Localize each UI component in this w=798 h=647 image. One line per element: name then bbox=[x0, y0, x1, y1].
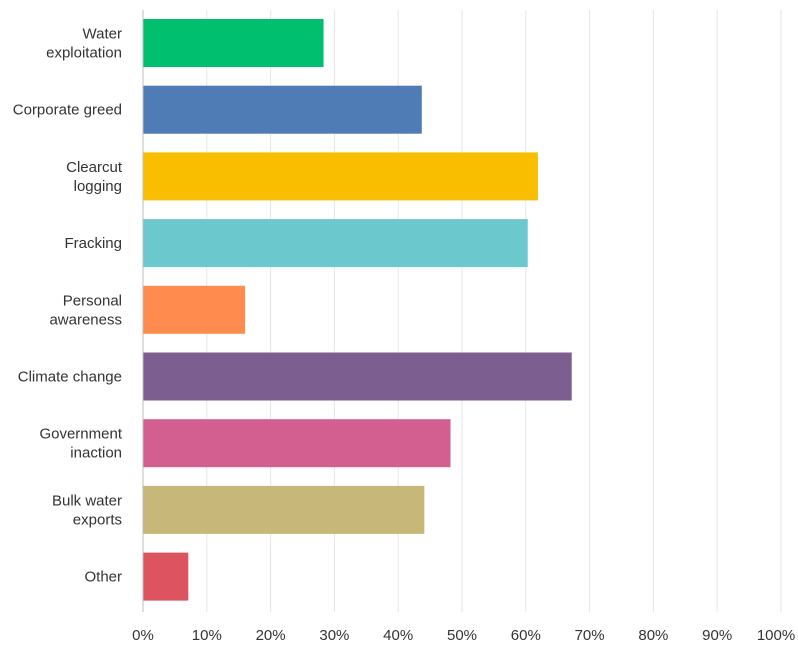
x-tick-labels: 0% 10% 20% 30% 40% 50% 60% 70% 80% 90% 100% bbox=[132, 627, 795, 644]
bar bbox=[143, 19, 324, 67]
category-label: Water exploitation bbox=[46, 26, 122, 62]
bar bbox=[143, 485, 425, 534]
category-label: Climate change bbox=[18, 369, 122, 386]
x-tick-label: 60% bbox=[511, 627, 541, 644]
bar bbox=[143, 152, 538, 201]
category-label: Corporate greed bbox=[13, 102, 122, 119]
x-tick-label: 50% bbox=[447, 627, 477, 644]
bar bbox=[143, 85, 422, 134]
x-tick-label: 70% bbox=[575, 627, 605, 644]
category-label: Other bbox=[84, 569, 122, 586]
x-tick-label: 20% bbox=[256, 627, 286, 644]
bar bbox=[143, 285, 246, 334]
bar bbox=[143, 352, 572, 401]
category-labels: Water exploitation Corporate greed Clearcut… bbox=[13, 26, 123, 586]
x-tick-label: 80% bbox=[638, 627, 668, 644]
category-label: Government inaction bbox=[39, 426, 122, 462]
bar bbox=[143, 419, 451, 468]
x-tick-label: 10% bbox=[192, 627, 222, 644]
category-label: Fracking bbox=[64, 235, 122, 252]
x-tick-label: 0% bbox=[132, 627, 154, 644]
x-tick-label: 90% bbox=[702, 627, 732, 644]
bar bbox=[143, 219, 528, 268]
bar bbox=[143, 552, 189, 601]
category-label: Bulk water exports bbox=[52, 492, 122, 528]
category-label: Personal awareness bbox=[49, 292, 122, 328]
x-tick-label: 30% bbox=[319, 627, 349, 644]
x-tick-label: 40% bbox=[383, 627, 413, 644]
x-tick-label: 100% bbox=[757, 627, 795, 644]
bars bbox=[143, 19, 572, 601]
category-label: Clearcut logging bbox=[66, 159, 123, 195]
